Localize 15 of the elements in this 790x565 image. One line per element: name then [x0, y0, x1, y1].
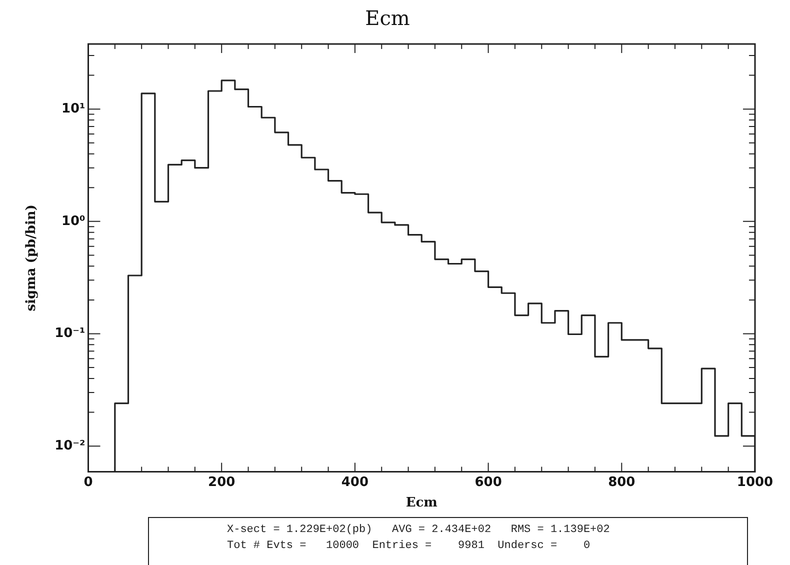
y-tick-label: 10⁻¹ — [54, 326, 86, 342]
x-tick-label: 200 — [208, 474, 236, 490]
y-tick-label: 10¹ — [61, 101, 86, 116]
y-tick-label: 10⁰ — [61, 214, 86, 229]
x-tick-label: 400 — [341, 474, 369, 490]
x-tick-label: 0 — [84, 474, 93, 490]
x-tick-label: 1000 — [736, 474, 774, 490]
y-axis-title: sigma (pb/bin) — [24, 204, 40, 312]
chart-title: Ecm — [365, 6, 410, 30]
x-axis-title: Ecm — [406, 496, 438, 511]
x-tick-label: 600 — [474, 474, 502, 490]
x-tick-label: 800 — [608, 474, 636, 490]
text: X-sect = 1.229E+02(pb) AVG = 2.434E+02 RMS = 1.139E+02 — [227, 523, 611, 538]
text: Tot # Evts = 10000 Entries = 9981 Undersc = 0 — [227, 539, 592, 554]
y-tick-label: 10⁻² — [54, 438, 86, 454]
